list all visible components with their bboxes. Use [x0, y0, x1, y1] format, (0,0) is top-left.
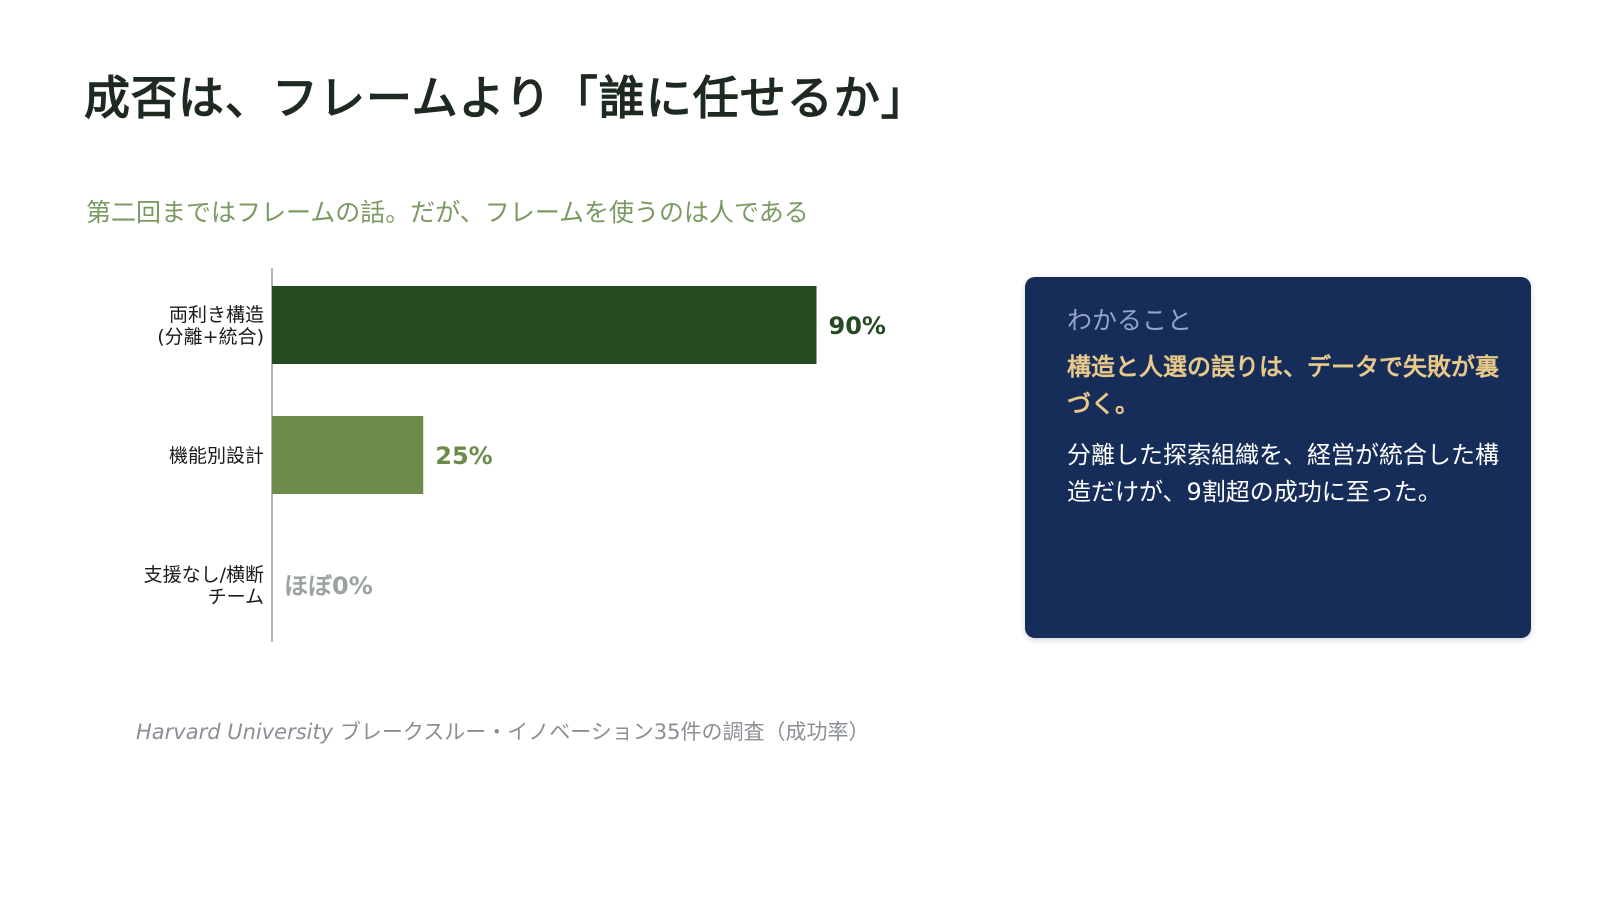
- category-label-1: 機能別設計: [169, 445, 264, 467]
- page-subtitle: 第二回まではフレームの話。だが、フレームを使うのは人である: [86, 198, 809, 227]
- source-note: Harvard University ブレークスルー・イノベーション35件の調査…: [136, 716, 870, 746]
- value-label-2: ほぼ0%: [284, 572, 373, 600]
- category-label-line: 機能別設計: [169, 445, 264, 467]
- value-label-1: 25%: [435, 442, 492, 470]
- category-label-line: 支援なし/横断: [144, 564, 264, 586]
- value-label-0: 90%: [829, 312, 886, 340]
- category-label-line: (分離+統合): [157, 326, 264, 348]
- source-institution: Harvard University: [136, 720, 334, 744]
- category-label-line: チーム: [208, 586, 264, 608]
- insight-card-body: 分離した探索組織を、経営が統合した構造だけが、9割超の成功に至った。: [1067, 441, 1499, 506]
- page-title: 成否は、フレームより「誰に任せるか」: [84, 71, 928, 125]
- category-label-line: 両利き構造: [169, 304, 264, 326]
- insight-card-headline: 構造と人選の誤りは、データで失敗が裏づく。: [1067, 353, 1499, 418]
- source-description: ブレークスルー・イノベーション35件の調査（成功率）: [333, 720, 870, 744]
- bar-1: [272, 416, 424, 494]
- category-label-2: 支援なし/横断チーム: [144, 564, 264, 608]
- insight-card-label: わかること: [1067, 306, 1193, 335]
- category-label-0: 両利き構造(分離+統合): [157, 304, 264, 348]
- bar-0: [272, 286, 817, 364]
- insight-card: わかること 構造と人選の誤りは、データで失敗が裏づく。 分離した探索組織を、経営…: [1025, 277, 1531, 638]
